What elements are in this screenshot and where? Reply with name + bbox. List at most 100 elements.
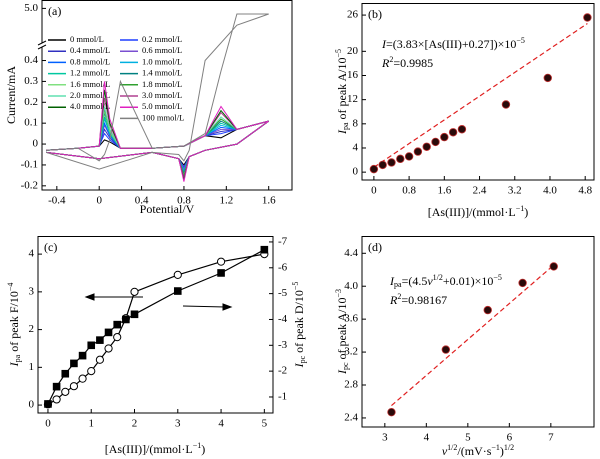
y-axis-label: Ipa of peak F/10−4	[6, 283, 22, 368]
x-tick-label: 0	[45, 418, 51, 430]
text-run: pc	[341, 362, 350, 370]
point	[78, 351, 87, 360]
point	[431, 137, 440, 147]
point	[549, 262, 558, 271]
point	[378, 160, 387, 170]
point	[448, 128, 458, 137]
x-tick-label: 4	[218, 418, 224, 430]
x-tick-label: 2	[132, 418, 138, 430]
point	[87, 341, 96, 350]
x-tick-label: 0	[96, 195, 102, 207]
point	[52, 395, 61, 404]
text-run: )	[524, 205, 528, 219]
legend-label: 3.0 mmol/L	[142, 90, 182, 100]
x-tick-label: 3.2	[508, 185, 522, 197]
point	[70, 359, 78, 368]
point	[113, 333, 122, 342]
text-run: −5	[493, 273, 502, 282]
x-axis-label: Potential/V	[140, 202, 195, 216]
text-run: 1/2	[447, 443, 457, 452]
y-tick-label: -0.2	[21, 179, 38, 191]
x-tick-label: 1.2	[219, 195, 233, 207]
text-run: )	[201, 442, 205, 456]
legend-label: 4.0 mmol/L	[70, 101, 110, 111]
annotation: R2=0.98167	[389, 292, 447, 307]
y2-tick-label: -3	[278, 339, 288, 351]
y-axis-label: Ipc of peak A/10−3	[334, 289, 350, 375]
panel-label: (a)	[48, 4, 61, 18]
point	[501, 100, 511, 109]
point	[422, 142, 431, 151]
text-run: =(4.5	[402, 274, 428, 288]
plot-frame	[41, 0, 293, 191]
y-axis-label: Ipa of peak A/10−5	[334, 49, 350, 135]
y-tick-label: 1	[29, 361, 35, 373]
point	[96, 336, 104, 344]
y-tick-label: 0.2	[24, 96, 38, 108]
legend-label: 0.2 mmol/L	[142, 34, 182, 44]
point	[78, 374, 87, 383]
text-run: −1	[193, 441, 202, 450]
x-tick-label: 3	[382, 432, 388, 444]
arrow-right	[182, 305, 226, 308]
y2-tick-label: -2	[278, 365, 287, 377]
point	[87, 367, 96, 376]
arrow-head	[222, 303, 233, 311]
text-run: [As(III)]/(mmol·L	[428, 205, 516, 219]
y-tick-label: 4.4	[344, 247, 358, 259]
point	[396, 154, 405, 164]
point	[61, 369, 70, 378]
point	[95, 355, 104, 364]
x-tick-label: 0.4	[135, 195, 149, 207]
point	[404, 152, 414, 161]
text-run: −5	[334, 49, 343, 58]
text-run: I	[7, 361, 21, 367]
legend-label: 100 mmol/L	[142, 112, 184, 122]
y-tick-label: 2.8	[344, 379, 358, 391]
x-axis-label: v1/2/(mV·s−1)1/2	[442, 443, 514, 458]
point	[217, 269, 225, 277]
text-run: v	[442, 444, 448, 458]
x-tick-label: 6	[507, 432, 513, 444]
text-run: [As(III)]/(mmol·L	[105, 442, 193, 456]
series-line	[46, 13, 269, 170]
point	[104, 328, 113, 337]
text-run: I	[389, 274, 395, 288]
legend-label: 1.4 mmol/L	[142, 68, 182, 78]
plot-frame	[361, 3, 595, 181]
point	[457, 125, 467, 134]
axis-break	[39, 43, 45, 47]
y2-axis-label: Ipc of peak D/10−5	[291, 282, 307, 369]
series-line	[46, 116, 269, 175]
text-run: I	[381, 37, 387, 51]
point	[173, 287, 182, 295]
x-tick-label: 5	[262, 418, 268, 430]
legend-label: 1.0 mmol/L	[142, 56, 182, 66]
x-axis-label: [As(III)]/(mmol·L−1)	[105, 441, 205, 456]
y-tick-label: 4.0	[344, 280, 358, 292]
text-run: −3	[334, 289, 343, 298]
x-tick-label: 0.8	[402, 185, 416, 197]
x-tick-label: 0.8	[177, 195, 191, 207]
y-tick-label: 0.4	[24, 54, 38, 66]
plot-frame	[37, 236, 274, 414]
point	[483, 305, 492, 315]
text-run: pa	[341, 122, 350, 130]
axis-break	[37, 40, 47, 46]
text-run: of peak D/10	[292, 290, 306, 356]
legend-label: 1.2 mmol/L	[70, 68, 110, 78]
text-run: R	[381, 56, 390, 70]
legend-label: 1.8 mmol/L	[142, 79, 182, 89]
y-tick-label: 3.6	[344, 313, 358, 325]
text-run: 2	[389, 55, 393, 64]
point	[113, 320, 121, 329]
text-run: −5	[516, 36, 525, 45]
text-run: 1/2	[504, 443, 514, 452]
y-tick-label: 2	[29, 323, 35, 335]
y2-tick-label: -6	[278, 261, 288, 273]
text-run: Potential/V	[140, 202, 195, 216]
point	[216, 257, 226, 266]
y2-tick-label: -1	[278, 391, 287, 403]
point	[173, 270, 182, 279]
